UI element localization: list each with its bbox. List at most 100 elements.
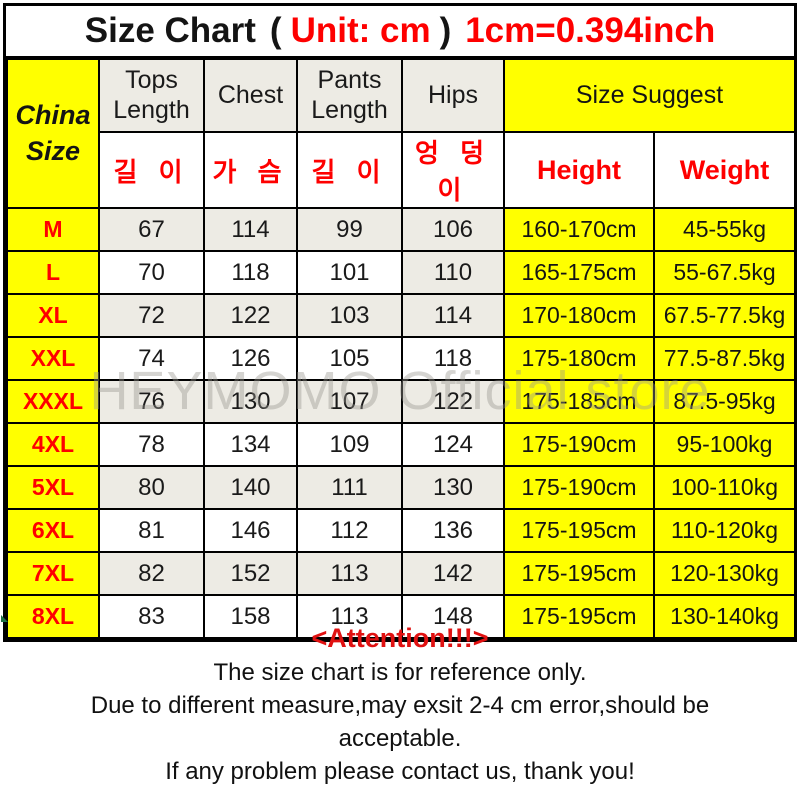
hips-cell: 114 <box>401 293 505 338</box>
header-pants-length: Pants Length <box>296 58 403 133</box>
tops-length-cell: 72 <box>98 293 205 338</box>
tops-length-cell: 76 <box>98 379 205 424</box>
hips-cell: 136 <box>401 508 505 553</box>
size-label-cell: XXXL <box>6 379 100 424</box>
table-row: L 70 118 101 110 165-175cm 55-67.5kg <box>6 250 797 295</box>
height-cell: 170-180cm <box>503 293 655 338</box>
hips-cell: 110 <box>401 250 505 295</box>
chest-cell: 146 <box>203 508 298 553</box>
hips-cell: 118 <box>401 336 505 381</box>
chest-cell: 158 <box>203 594 298 639</box>
note-line: If any problem please contact us, thank … <box>165 758 635 785</box>
height-cell: 175-185cm <box>503 379 655 424</box>
height-cell: 175-180cm <box>503 336 655 381</box>
header-weight: Weight <box>652 131 797 209</box>
size-label-cell: 8XL <box>6 594 100 639</box>
table-row: 5XL 80 140 111 130 175-190cm 100-110kg <box>6 465 797 510</box>
size-label-cell: 5XL <box>6 465 100 510</box>
size-table: China Size Tops Length Chest Pants Lengt… <box>6 58 797 639</box>
title-conversion: 1cm=0.394inch <box>465 11 716 50</box>
hips-cell: 124 <box>401 422 505 467</box>
table-row: XXXL 76 130 107 122 175-185cm 87.5-95kg <box>6 379 797 424</box>
chest-cell: 118 <box>203 250 298 295</box>
header-size-suggest: Size Suggest <box>502 58 797 133</box>
size-label-cell: 4XL <box>6 422 100 467</box>
note-line: The size chart is for reference only. <box>213 659 587 686</box>
tops-length-cell: 67 <box>98 207 205 252</box>
weight-cell: 77.5-87.5kg <box>652 336 797 381</box>
attention-heading: <Attention!!!> <box>311 623 489 653</box>
weight-cell: 110-120kg <box>652 508 797 553</box>
title-unit: Unit: cm <box>290 11 431 50</box>
pants-length-cell: 101 <box>296 250 403 295</box>
tops-length-cell: 82 <box>98 551 205 596</box>
header-kr-hips: 엉 덩 이 <box>401 131 505 209</box>
chest-cell: 134 <box>203 422 298 467</box>
size-table-body: M 67 114 99 106 160-170cm 45-55kg L 70 118 101 110 1… <box>6 207 797 639</box>
tops-length-cell: 83 <box>98 594 205 639</box>
title-open-paren: ( <box>269 11 282 50</box>
weight-cell: 55-67.5kg <box>652 250 797 295</box>
hips-cell: 148 <box>401 594 505 639</box>
height-cell: 175-195cm <box>503 551 655 596</box>
pants-length-cell: 99 <box>296 207 403 252</box>
weight-cell: 120-130kg <box>652 551 797 596</box>
size-label-cell: L <box>6 250 100 295</box>
pants-length-cell: 107 <box>296 379 403 424</box>
table-row: 7XL 82 152 113 142 175-195cm 120-130kg <box>6 551 797 596</box>
pants-length-cell: 113 <box>296 594 403 639</box>
tops-length-cell: 80 <box>98 465 205 510</box>
footer-notes: <Attention!!!> The size chart is for ref… <box>0 620 800 788</box>
table-row: XL 72 122 103 114 170-180cm 67.5-77.5kg <box>6 293 797 338</box>
pants-length-cell: 112 <box>296 508 403 553</box>
weight-cell: 95-100kg <box>652 422 797 467</box>
hips-cell: 106 <box>401 207 505 252</box>
header-row-kr: 길 이 가 슴 길 이 엉 덩 이 Height Weight <box>7 131 797 209</box>
hips-cell: 130 <box>401 465 505 510</box>
hips-cell: 142 <box>401 551 505 596</box>
table-row: M 67 114 99 106 160-170cm 45-55kg <box>6 207 797 252</box>
title-close-paren: ) <box>439 11 452 50</box>
chest-cell: 122 <box>203 293 298 338</box>
tops-length-cell: 70 <box>98 250 205 295</box>
size-chart-sheet: Size Chart ( Unit: cm ) 1cm=0.394inch Ch… <box>3 3 797 642</box>
pants-length-cell: 109 <box>296 422 403 467</box>
height-cell: 160-170cm <box>503 207 655 252</box>
height-cell: 175-190cm <box>503 422 655 467</box>
pants-length-cell: 103 <box>296 293 403 338</box>
hips-cell: 122 <box>401 379 505 424</box>
table-row: 8XL 83 158 113 148 175-195cm 130-140kg <box>6 594 797 639</box>
green-corner-artifact <box>1 615 8 622</box>
header-hips: Hips <box>401 58 505 133</box>
header-kr-pants: 길 이 <box>296 131 403 209</box>
tops-length-cell: 81 <box>98 508 205 553</box>
header-row-en: China Size Tops Length Chest Pants Lengt… <box>6 58 797 209</box>
height-cell: 175-195cm <box>503 508 655 553</box>
corner-line1: China <box>15 100 91 131</box>
table-row: 6XL 81 146 112 136 175-195cm 110-120kg <box>6 508 797 553</box>
note-line: acceptable. <box>338 725 462 752</box>
size-label-cell: 7XL <box>6 551 100 596</box>
table-row: XXL 74 126 105 118 175-180cm 77.5-87.5kg <box>6 336 797 381</box>
height-cell: 175-190cm <box>503 465 655 510</box>
weight-cell: 45-55kg <box>652 207 797 252</box>
size-label-cell: 6XL <box>6 508 100 553</box>
header-height: Height <box>503 131 655 209</box>
height-cell: 165-175cm <box>503 250 655 295</box>
size-label-cell: M <box>6 207 100 252</box>
table-row: 4XL 78 134 109 124 175-190cm 95-100kg <box>6 422 797 467</box>
pants-length-cell: 105 <box>296 336 403 381</box>
height-cell: 175-195cm <box>503 594 655 639</box>
page-title: Size Chart ( Unit: cm ) 1cm=0.394inch <box>6 6 794 58</box>
header-kr-tops: 길 이 <box>98 131 205 209</box>
weight-cell: 100-110kg <box>652 465 797 510</box>
header-kr-chest: 가 슴 <box>203 131 298 209</box>
pants-length-cell: 113 <box>296 551 403 596</box>
title-product: Size Chart <box>84 11 256 50</box>
pants-length-cell: 111 <box>296 465 403 510</box>
note-line: Due to different measure,may exsit 2-4 c… <box>90 692 710 719</box>
chest-cell: 126 <box>203 336 298 381</box>
weight-cell: 130-140kg <box>652 594 797 639</box>
chest-cell: 130 <box>203 379 298 424</box>
size-label-cell: XXL <box>6 336 100 381</box>
